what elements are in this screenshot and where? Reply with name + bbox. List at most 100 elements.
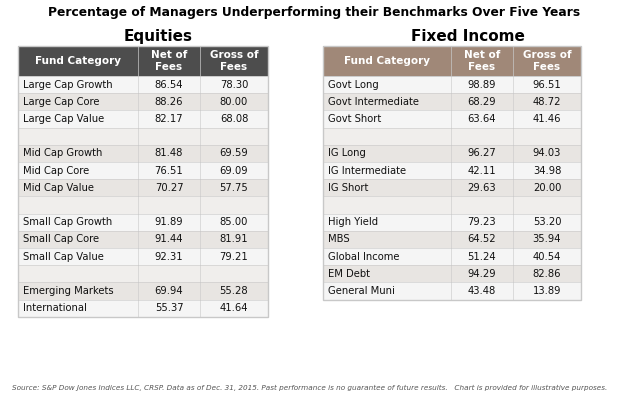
Text: Small Cap Growth: Small Cap Growth [23,217,112,227]
Bar [18,179,268,196]
Text: 63.64: 63.64 [468,114,496,124]
Text: 20.00: 20.00 [533,183,561,193]
Text: EM Debt: EM Debt [328,269,370,279]
Bar [18,248,268,265]
Text: Govt Intermediate: Govt Intermediate [328,97,419,107]
Text: Source: S&P Dow Jones Indices LLC, CRSP. Data as of Dec. 31, 2015. Past performa: Source: S&P Dow Jones Indices LLC, CRSP.… [12,385,607,391]
Bar [323,231,581,248]
Text: Mid Cap Value: Mid Cap Value [23,183,94,193]
Text: 53.20: 53.20 [533,217,561,227]
Bar [18,93,268,110]
Bar [323,214,581,231]
Text: Govt Short: Govt Short [328,114,381,124]
Text: 91.89: 91.89 [154,217,183,227]
Text: 92.31: 92.31 [154,251,183,261]
Text: 79.23: 79.23 [468,217,496,227]
Bar [18,282,268,300]
Text: 86.54: 86.54 [154,80,183,89]
Text: 69.09: 69.09 [220,166,248,176]
Bar [18,145,268,162]
Text: Large Cap Growth: Large Cap Growth [23,80,112,89]
Bar [18,76,268,93]
Text: 88.26: 88.26 [154,97,183,107]
Text: 82.17: 82.17 [154,114,183,124]
Bar [323,196,581,214]
Bar [18,231,268,248]
Text: 55.37: 55.37 [154,303,183,313]
Text: 34.98: 34.98 [533,166,561,176]
Text: 79.21: 79.21 [220,251,249,261]
Text: 78.30: 78.30 [220,80,248,89]
Bar [18,110,268,128]
Bar [18,46,268,317]
Bar [323,162,581,179]
Bar [18,162,268,179]
Text: Fund Category: Fund Category [35,56,121,66]
Text: 81.48: 81.48 [155,148,183,158]
Text: Large Cap Value: Large Cap Value [23,114,104,124]
Text: Percentage of Managers Underperforming their Benchmarks Over Five Years: Percentage of Managers Underperforming t… [48,6,580,19]
Bar [323,76,581,93]
Text: Large Cap Core: Large Cap Core [23,97,99,107]
Bar [323,248,581,265]
Text: 64.52: 64.52 [468,235,496,244]
Text: 96.51: 96.51 [533,80,561,89]
Bar [18,196,268,214]
Text: 35.94: 35.94 [533,235,561,244]
Bar [18,265,268,282]
Text: Mid Cap Core: Mid Cap Core [23,166,89,176]
Text: IG Intermediate: IG Intermediate [328,166,406,176]
Text: 96.27: 96.27 [468,148,496,158]
Text: 69.59: 69.59 [220,148,249,158]
Bar [323,282,581,300]
Text: 94.29: 94.29 [468,269,496,279]
Bar [323,128,581,145]
Text: Emerging Markets: Emerging Markets [23,286,114,296]
Text: 98.89: 98.89 [468,80,496,89]
Bar [323,145,581,162]
Text: 91.44: 91.44 [154,235,183,244]
Text: 42.11: 42.11 [468,166,496,176]
Bar [323,179,581,196]
Text: 57.75: 57.75 [220,183,249,193]
Text: 29.63: 29.63 [468,183,496,193]
Text: MBS: MBS [328,235,350,244]
Text: Govt Long: Govt Long [328,80,379,89]
Text: 80.00: 80.00 [220,97,248,107]
Text: 51.24: 51.24 [468,251,496,261]
Text: Small Cap Core: Small Cap Core [23,235,99,244]
Text: Equities: Equities [124,29,193,44]
Text: Small Cap Value: Small Cap Value [23,251,104,261]
Text: 48.72: 48.72 [533,97,561,107]
Text: 55.28: 55.28 [220,286,248,296]
Text: 70.27: 70.27 [154,183,183,193]
Text: Gross of
Fees: Gross of Fees [522,50,571,72]
Text: 69.94: 69.94 [154,286,183,296]
Text: 85.00: 85.00 [220,217,248,227]
Text: 94.03: 94.03 [533,148,561,158]
Bar [323,46,581,76]
Text: IG Short: IG Short [328,183,369,193]
Bar [18,128,268,145]
Text: 68.08: 68.08 [220,114,248,124]
Bar [323,46,581,300]
Text: Global Income: Global Income [328,251,399,261]
Text: International: International [23,303,87,313]
Bar [323,110,581,128]
Text: 82.86: 82.86 [533,269,561,279]
Text: 81.91: 81.91 [220,235,248,244]
Text: 13.89: 13.89 [533,286,561,296]
Text: IG Long: IG Long [328,148,366,158]
Text: 76.51: 76.51 [154,166,183,176]
Text: 41.64: 41.64 [220,303,248,313]
Bar [18,46,268,76]
Bar [323,93,581,110]
Text: Mid Cap Growth: Mid Cap Growth [23,148,102,158]
Bar [18,300,268,317]
Text: 68.29: 68.29 [468,97,496,107]
Text: High Yield: High Yield [328,217,378,227]
Bar [323,265,581,282]
Text: 43.48: 43.48 [468,286,496,296]
Text: General Muni: General Muni [328,286,395,296]
Text: Gross of
Fees: Gross of Fees [210,50,258,72]
